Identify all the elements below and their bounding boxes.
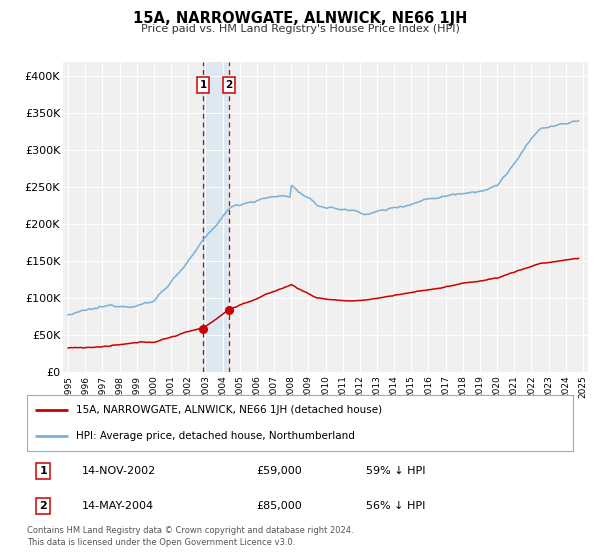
Text: £59,000: £59,000	[256, 466, 302, 476]
Text: £85,000: £85,000	[256, 501, 302, 511]
Text: Price paid vs. HM Land Registry's House Price Index (HPI): Price paid vs. HM Land Registry's House …	[140, 24, 460, 34]
Text: 56% ↓ HPI: 56% ↓ HPI	[365, 501, 425, 511]
Text: Contains HM Land Registry data © Crown copyright and database right 2024.: Contains HM Land Registry data © Crown c…	[27, 526, 353, 535]
Text: 14-MAY-2004: 14-MAY-2004	[82, 501, 154, 511]
Text: 15A, NARROWGATE, ALNWICK, NE66 1JH (detached house): 15A, NARROWGATE, ALNWICK, NE66 1JH (deta…	[76, 405, 382, 415]
Text: 2: 2	[40, 501, 47, 511]
Text: 59% ↓ HPI: 59% ↓ HPI	[365, 466, 425, 476]
Text: 15A, NARROWGATE, ALNWICK, NE66 1JH: 15A, NARROWGATE, ALNWICK, NE66 1JH	[133, 11, 467, 26]
Text: 14-NOV-2002: 14-NOV-2002	[82, 466, 156, 476]
Text: 1: 1	[200, 80, 207, 90]
Text: This data is licensed under the Open Government Licence v3.0.: This data is licensed under the Open Gov…	[27, 538, 295, 547]
Text: 2: 2	[225, 80, 233, 90]
Bar	[203, 62, 229, 372]
Text: HPI: Average price, detached house, Northumberland: HPI: Average price, detached house, Nort…	[76, 431, 355, 441]
Text: 1: 1	[40, 466, 47, 476]
